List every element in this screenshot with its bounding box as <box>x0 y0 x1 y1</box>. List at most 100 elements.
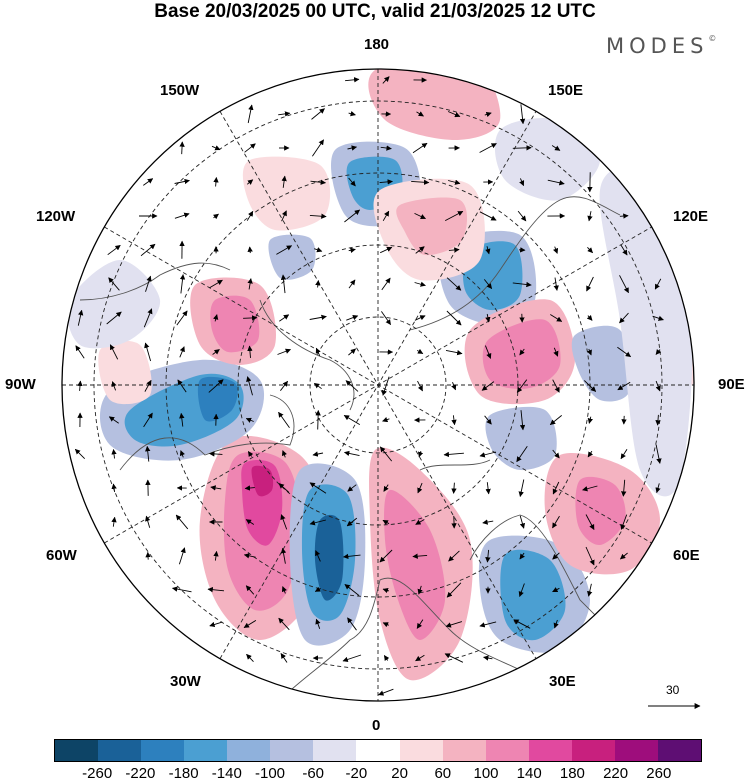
wind-arrow <box>617 346 632 358</box>
wind-arrow <box>245 585 255 595</box>
wind-arrow <box>587 416 593 424</box>
wind-arrow <box>280 380 288 391</box>
wind-arrow <box>315 550 321 562</box>
colorbar-swatch <box>614 740 658 761</box>
colorbar <box>54 739 702 762</box>
wind-arrow <box>179 450 185 458</box>
wind-arrow <box>348 279 356 289</box>
wind-arrow <box>107 244 121 256</box>
wind-arrow <box>243 620 257 628</box>
anomaly-region <box>314 514 344 601</box>
wind-arrow <box>617 381 631 391</box>
wind-arrow <box>417 482 423 494</box>
wind-arrow <box>553 619 559 629</box>
wind-arrow <box>209 451 223 457</box>
wind-arrow <box>310 179 327 185</box>
wind-arrow <box>484 345 492 359</box>
wind-arrow <box>550 314 563 322</box>
wind-arrow <box>380 145 392 151</box>
lon-label-60w: 60W <box>46 547 77 564</box>
wind-arrow <box>77 380 83 391</box>
wind-arrow <box>445 621 463 628</box>
wind-arrow <box>243 315 258 321</box>
wind-arrow <box>519 178 525 187</box>
wind-arrow <box>382 417 390 423</box>
wind-arrow <box>485 549 491 563</box>
anomaly-region <box>268 234 316 280</box>
wind-arrow <box>247 345 253 358</box>
colorbar-tick-label: 260 <box>646 765 672 782</box>
lon-label-120e: 120E <box>673 208 709 225</box>
wind-arrow <box>552 587 560 593</box>
wind-arrow <box>245 519 255 525</box>
wind-arrow <box>512 281 532 288</box>
wind-arrow <box>145 445 151 462</box>
wind-arrow <box>313 382 322 390</box>
wind-arrow <box>620 514 628 530</box>
wind-arrow <box>517 210 527 222</box>
wind-arrow <box>106 311 122 325</box>
wind-arrow <box>479 211 497 221</box>
wind-arrow <box>552 449 560 459</box>
wind-arrow <box>109 344 119 360</box>
wind-arrow <box>179 141 185 155</box>
wind-arrow <box>479 621 497 628</box>
colorbar-tick-label: 180 <box>559 765 585 782</box>
lon-label-150w: 150W <box>160 82 200 99</box>
colorbar-tick-label: -260 <box>82 765 113 782</box>
wind-arrow <box>210 485 222 491</box>
wind-arrow <box>552 481 560 495</box>
modes-logo: MODES© <box>606 34 717 58</box>
wind-arrow <box>243 553 256 559</box>
colorbar-tick-label: -180 <box>168 765 199 782</box>
wind-arrow <box>619 275 629 294</box>
lon-label-120w: 120W <box>36 208 76 225</box>
wind-arrow <box>244 143 256 153</box>
colorbar-swatch <box>571 740 615 761</box>
wind-arrow <box>207 586 225 593</box>
lon-label-150e: 150E <box>548 82 584 99</box>
colorbar-swatch <box>528 740 572 761</box>
wind-arrow <box>108 277 120 291</box>
wind-arrow <box>312 139 324 157</box>
wind-arrow <box>140 243 156 257</box>
colorbar-swatch <box>98 740 142 761</box>
wind-arrow <box>348 177 356 187</box>
colorbar-swatch <box>442 740 486 761</box>
wind-arrow <box>383 655 390 662</box>
wind-arrow <box>281 175 287 188</box>
anomaly-region <box>485 406 557 471</box>
wind-arrow <box>111 448 117 459</box>
wind-arrow <box>379 549 393 563</box>
latitude-circle <box>237 244 519 526</box>
lon-label-0: 0 <box>372 717 381 734</box>
wind-arrow <box>483 655 493 661</box>
wind-arrow <box>278 111 291 117</box>
wind-arrow <box>379 446 393 462</box>
wind-arrow <box>519 515 526 529</box>
colorbar-swatch <box>184 740 228 761</box>
wind-arrow <box>417 585 423 595</box>
wind-arrow <box>176 310 188 326</box>
wind-arrow <box>512 145 532 151</box>
wind-arrow <box>179 346 185 358</box>
wind-arrow <box>309 482 327 494</box>
wind-arrow <box>280 514 288 530</box>
wind-arrow <box>518 583 525 598</box>
colorbar-swatch <box>227 740 271 761</box>
wind-arrow <box>246 376 253 396</box>
wind-arrow <box>382 76 390 84</box>
colorbar-swatch <box>313 740 357 761</box>
colorbar-tick-label: -220 <box>125 765 156 782</box>
wind-arrow <box>75 345 85 359</box>
colorbar-tick-label: 220 <box>603 765 629 782</box>
wind-arrow <box>145 515 151 528</box>
wind-arrow <box>655 483 661 494</box>
wind-arrow <box>315 347 321 356</box>
wind-arrow <box>416 619 424 629</box>
wind-arrow <box>412 553 428 559</box>
colorbar-tick-label: 20 <box>391 765 408 782</box>
wind-arrow <box>309 314 327 321</box>
wind-arrow <box>381 376 390 396</box>
colorbar-swatch <box>141 740 185 761</box>
